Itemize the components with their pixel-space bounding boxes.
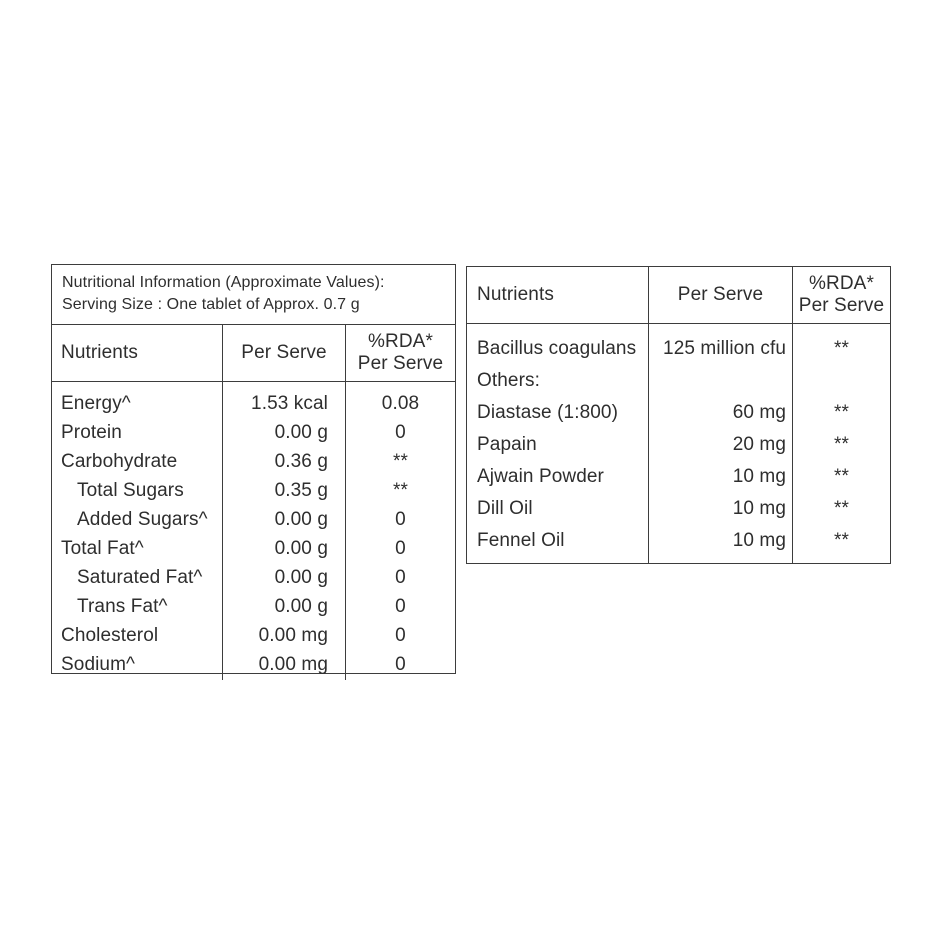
right-nutrient-column: Bacillus coagulans Others: Diastase (1:8… <box>467 324 648 563</box>
col-header-nutrients: Nutrients <box>61 342 138 363</box>
rda-value-cell: 0 <box>395 538 406 559</box>
nutrient-name-cell: Diastase (1:800) <box>477 402 619 423</box>
table-title: Nutritional Information (Approximate Val… <box>52 265 455 325</box>
per-serve-value-cell: 10 mg <box>732 498 786 519</box>
per-serve-value-cell: 0.00 mg <box>258 654 328 675</box>
per-serve-value-cell: 10 mg <box>732 466 786 487</box>
rda-value-cell: ** <box>834 530 849 551</box>
supplement-actives-table: Nutrients Per Serve %RDA* Per Serve Baci… <box>466 266 891 564</box>
rda-value-cell: ** <box>834 402 849 423</box>
rda-value-cell <box>793 365 890 397</box>
per-serve-value-cell: 0.00 g <box>274 596 328 617</box>
per-serve-value-cell: 0.00 mg <box>258 625 328 646</box>
per-serve-value-cell: 0.00 g <box>274 567 328 588</box>
nutrient-name-cell: Fennel Oil <box>477 530 565 551</box>
rda-value-cell: 0.08 <box>381 393 420 414</box>
rda-value-cell: 0 <box>395 422 406 443</box>
nutrient-name-cell: Saturated Fat^ <box>77 567 203 588</box>
left-nutrient-column: Energy^ Protein Carbohydrate Total Sugar… <box>52 382 222 680</box>
left-per-serve-column: 1.53 kcal 0.00 g 0.36 g 0.35 g 0.00 g 0.… <box>222 382 345 680</box>
nutrient-name-cell: Carbohydrate <box>61 451 178 472</box>
per-serve-value-cell: 60 mg <box>732 402 786 423</box>
rda-value-cell: ** <box>393 451 408 472</box>
col-header-nutrients: Nutrients <box>477 284 554 305</box>
col-header-rda: %RDA* Per Serve <box>345 325 455 381</box>
per-serve-value-cell: 1.53 kcal <box>251 393 328 414</box>
per-serve-value-cell: 125 million cfu <box>663 338 786 359</box>
left-table-header-row: Nutrients Per Serve %RDA* Per Serve <box>52 325 455 382</box>
nutrient-name-cell: Added Sugars^ <box>77 509 208 530</box>
nutrient-name-cell: Dill Oil <box>477 498 533 519</box>
table-title-line2: Serving Size : One tablet of Approx. 0.7… <box>62 296 360 313</box>
per-serve-value-cell: 0.35 g <box>274 480 328 501</box>
rda-value-cell: ** <box>834 434 849 455</box>
nutrient-name-cell: Papain <box>477 434 537 455</box>
rda-value-cell: ** <box>834 498 849 519</box>
nutrient-name-cell: Total Sugars <box>77 480 184 501</box>
per-serve-value-cell: 10 mg <box>732 530 786 551</box>
nutrient-name-cell: Cholesterol <box>61 625 159 646</box>
rda-value-cell: 0 <box>395 654 406 675</box>
per-serve-value-cell: 0.00 g <box>274 538 328 559</box>
col-header-rda-line1: %RDA* <box>809 273 874 294</box>
col-header-rda-line1: %RDA* <box>368 331 433 352</box>
rda-value-cell: ** <box>834 466 849 487</box>
left-table-body: Energy^ Protein Carbohydrate Total Sugar… <box>52 382 455 680</box>
nutrient-name-cell: Energy^ <box>61 393 131 414</box>
nutrient-name-cell: Bacillus coagulans <box>477 338 637 359</box>
per-serve-value-cell: 20 mg <box>732 434 786 455</box>
nutrient-name-cell: Others: <box>477 370 540 391</box>
rda-value-cell: ** <box>834 338 849 359</box>
col-header-per-serve: Per Serve <box>222 325 345 381</box>
rda-value-cell: 0 <box>395 596 406 617</box>
rda-value-cell: 0 <box>395 567 406 588</box>
right-rda-column: ** ** ** ** ** ** <box>792 324 890 563</box>
nutrient-name-cell: Sodium^ <box>61 654 136 675</box>
per-serve-value-cell: 0.00 g <box>274 509 328 530</box>
per-serve-value-cell: 0.36 g <box>274 451 328 472</box>
nutrient-name-cell: Total Fat^ <box>61 538 144 559</box>
nutritional-info-table: Nutritional Information (Approximate Val… <box>51 264 456 680</box>
col-header-per-serve: Per Serve <box>648 267 792 323</box>
per-serve-value-cell: 0.00 g <box>274 422 328 443</box>
col-header-rda-line2: Per Serve <box>798 295 885 316</box>
right-table-body: Bacillus coagulans Others: Diastase (1:8… <box>467 324 890 563</box>
nutrient-name-cell: Protein <box>61 422 122 443</box>
per-serve-value-cell <box>649 365 792 397</box>
col-header-rda: %RDA* Per Serve <box>792 267 890 323</box>
right-table-header-row: Nutrients Per Serve %RDA* Per Serve <box>467 267 890 324</box>
nutrient-name-cell: Trans Fat^ <box>77 596 168 617</box>
left-rda-column: 0.08 0 ** ** 0 0 0 0 0 0 <box>345 382 455 680</box>
rda-value-cell: 0 <box>395 509 406 530</box>
rda-value-cell: 0 <box>395 625 406 646</box>
rda-value-cell: ** <box>393 480 408 501</box>
right-per-serve-column: 125 million cfu 60 mg 20 mg 10 mg 10 mg … <box>648 324 792 563</box>
col-header-rda-line2: Per Serve <box>357 353 444 374</box>
nutrient-name-cell: Ajwain Powder <box>477 466 604 487</box>
table-title-line1: Nutritional Information (Approximate Val… <box>62 274 385 291</box>
